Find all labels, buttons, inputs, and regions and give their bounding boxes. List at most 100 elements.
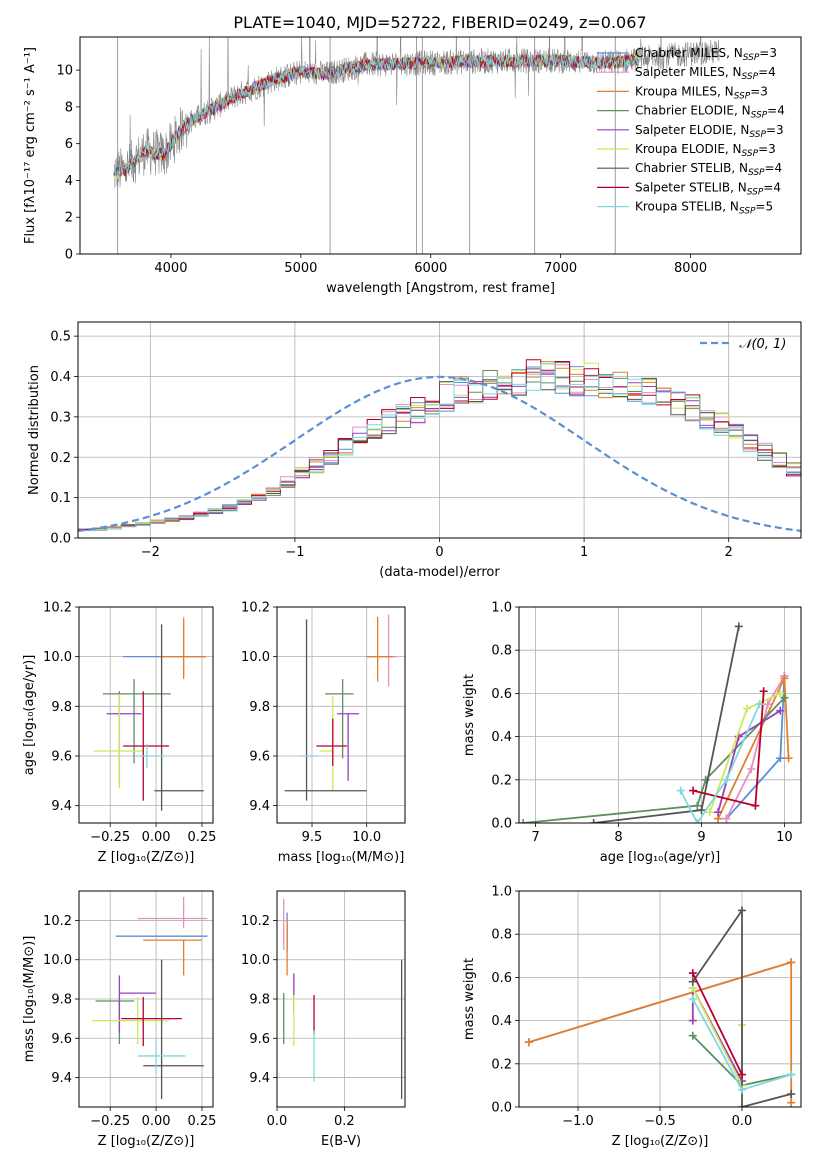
weight-marker-kroupa_miles — [784, 754, 793, 763]
axes-frame — [77, 321, 802, 539]
weight-marker-chabrier_stelib — [688, 977, 697, 986]
weight-marker-salpeter_stelib — [688, 969, 697, 978]
y-tick-label: 0 — [65, 248, 73, 263]
y-tick-label: 9.4 — [249, 1071, 270, 1086]
weight-line-salpeter_stelib — [691, 972, 743, 1075]
y-tick-label: 0.0 — [491, 817, 512, 832]
y-tick-label: 10.0 — [241, 650, 270, 665]
y-tick-label: 10.2 — [43, 914, 72, 929]
y-tick-label: 0.2 — [50, 451, 71, 466]
x-axis-label: wavelength [Angstrom, rest frame] — [326, 281, 555, 296]
normal-curve — [78, 375, 801, 532]
y-tick-label: 10.2 — [43, 601, 72, 616]
weight-marker-kroupa_stelib — [688, 995, 697, 1003]
x-tick-label: 10.0 — [352, 830, 381, 845]
legend-label-salpeter_miles: Salpeter MILES, NSSP=4 — [635, 65, 776, 82]
y-tick-label: 1.0 — [491, 601, 512, 616]
chart-mass_vs_Z: −0.25 0.00 0.25 9.4 9.6 9.8 10.0 10.2 Z [log₁₀(Z… — [22, 890, 217, 1149]
x-tick-label: 2 — [725, 545, 733, 560]
x-tick-label: −1.0 — [562, 1114, 594, 1129]
weight-marker-kroupa_miles — [787, 958, 796, 967]
y-tick-label: 9.6 — [51, 749, 72, 764]
y-tick-label: 0.4 — [491, 730, 512, 745]
y-tick-label: 10.2 — [241, 914, 270, 929]
weight-marker-chabrier_stelib — [697, 806, 706, 815]
y-axis-label: mass weight — [462, 674, 477, 756]
y-tick-label: 9.6 — [249, 749, 270, 764]
x-tick-label: 0.0 — [267, 1114, 288, 1129]
weight-marker-salpeter_stelib — [751, 801, 760, 810]
axes-frame — [276, 606, 406, 824]
weight-marker-chabrier_elodie — [688, 1031, 697, 1040]
x-tick-label: 4000 — [154, 261, 187, 276]
legend-label-salpeter_stelib: Salpeter STELIB, NSSP=4 — [635, 180, 781, 197]
weight-marker-kroupa_elodie — [776, 689, 785, 698]
plot-area — [519, 622, 793, 823]
y-tick-label: 9.6 — [249, 1032, 270, 1047]
histogram-kroupa_stelib — [78, 362, 801, 532]
y-tick-label: 9.8 — [51, 700, 72, 715]
weight-marker-kroupa_miles — [787, 1098, 796, 1107]
y-tick-label: 6 — [65, 137, 73, 152]
x-tick-label: 10 — [776, 830, 793, 845]
x-tick-label: 0.25 — [188, 1114, 217, 1129]
y-tick-label: 9.6 — [51, 1032, 72, 1047]
weight-marker-chabrier_elodie — [780, 693, 789, 702]
chart-age_vs_Z: −0.25 0.00 0.25 9.4 9.6 9.8 10.0 10.2 Z [log₁₀(Z… — [22, 601, 216, 866]
plot-area — [113, 37, 720, 254]
weight-marker-salpeter_stelib — [737, 1070, 746, 1079]
x-tick-label: −0.5 — [644, 1114, 676, 1129]
y-tick-label: 8 — [65, 100, 73, 115]
y-tick-label: 9.8 — [249, 700, 270, 715]
weight-marker-salpeter_miles — [747, 765, 756, 773]
y-tick-label: 9.8 — [51, 993, 72, 1008]
legend-label-chabrier_elodie: Chabrier ELODIE, NSSP=4 — [635, 104, 785, 121]
x-axis-label: E(B-V) — [321, 1134, 361, 1149]
weight-marker-chabrier_stelib — [737, 906, 746, 915]
y-axis-label: age [log₁₀(age/yr)] — [22, 655, 37, 776]
figure-title: PLATE=1040, MJD=52722, FIBERID=0249, z=0… — [233, 13, 646, 32]
legend-label-normal: 𝒩(0, 1) — [739, 337, 786, 352]
x-axis-label: Z [log₁₀(Z/Z⊙)] — [98, 1134, 195, 1149]
weight-marker-salpeter_miles — [763, 700, 772, 709]
weight-marker-kroupa_stelib — [787, 1070, 796, 1079]
weight-marker-chabrier_miles — [776, 754, 785, 763]
x-tick-label: −1 — [285, 545, 304, 560]
weight-marker-kroupa_stelib — [676, 786, 685, 795]
y-tick-label: 10.2 — [241, 601, 270, 616]
weight-line-salpeter_miles — [725, 675, 786, 820]
plot-area — [524, 906, 796, 1107]
weight-marker-chabrier_elodie — [519, 819, 528, 823]
y-axis-label: Normed distribution — [27, 365, 42, 495]
x-tick-label: 0.25 — [188, 830, 217, 845]
y-tick-label: 2 — [65, 211, 73, 226]
weight-line-kroupa_stelib — [679, 703, 761, 823]
plot-area — [93, 616, 206, 811]
y-tick-label: 0.6 — [491, 971, 512, 986]
y-tick-label: 1.0 — [491, 885, 512, 900]
weight-marker-chabrier_elodie — [693, 801, 702, 810]
x-axis-label: (data-model)/error — [379, 565, 500, 580]
weight-marker-chabrier_stelib — [734, 622, 743, 631]
model-fit-kroupa_stelib — [113, 53, 640, 180]
x-axis-label: Z [log₁₀(Z/Z⊙)] — [98, 850, 195, 865]
x-tick-label: 6000 — [414, 261, 447, 276]
histogram-salpeter_stelib — [78, 359, 801, 531]
y-tick-label: 9.4 — [249, 799, 270, 814]
weight-marker-kroupa_elodie — [705, 808, 714, 817]
y-tick-label: 0.2 — [491, 773, 512, 788]
axes-frame — [518, 890, 802, 1108]
y-tick-label: 9.4 — [51, 799, 72, 814]
x-axis-label: mass [log₁₀(M/M⊙)] — [278, 850, 405, 865]
weight-marker-kroupa_stelib — [737, 1085, 746, 1094]
plot-area — [283, 898, 403, 1100]
axes-frame — [518, 606, 802, 824]
weight-marker-chabrier_stelib — [589, 819, 598, 823]
x-tick-label: 1 — [580, 545, 588, 560]
chart-residuals: −2 −1 0 1 2 0.0 0.1 0.2 0.3 0.4 0.5 (data-model)/er… — [27, 321, 802, 580]
x-tick-label: 8000 — [674, 261, 707, 276]
x-tick-label: 7 — [531, 830, 539, 845]
